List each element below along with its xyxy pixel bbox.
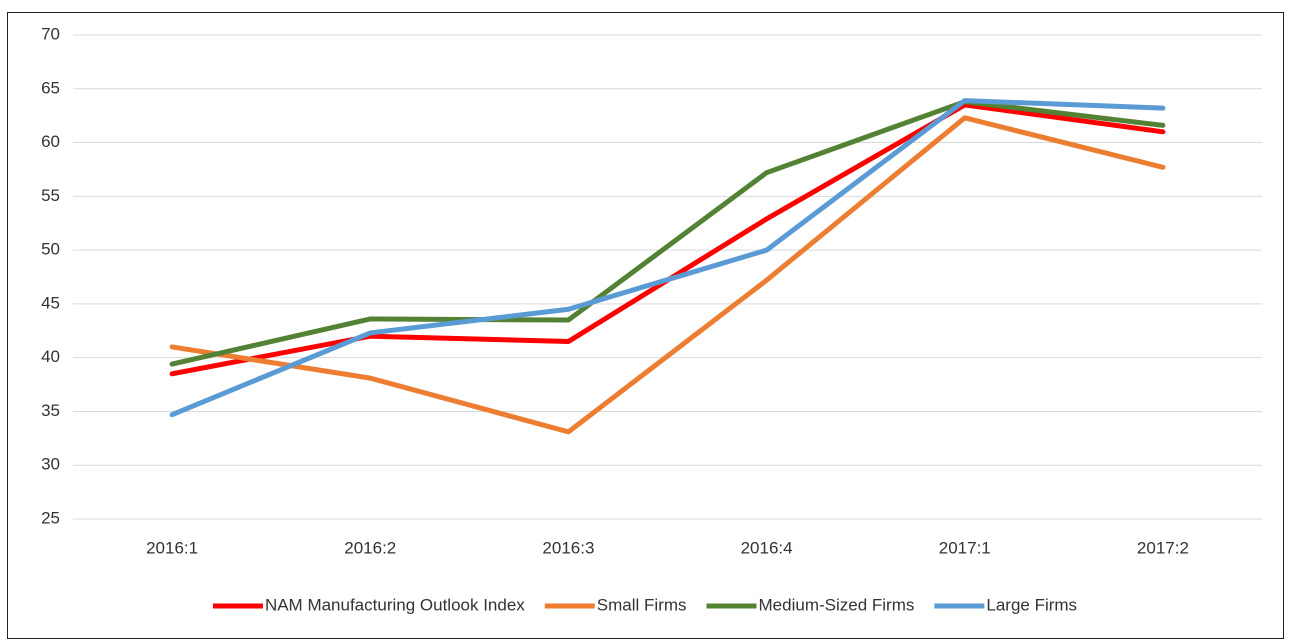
y-tick-label: 65 xyxy=(41,78,60,97)
y-tick-label: 30 xyxy=(41,455,60,474)
y-tick-label: 40 xyxy=(41,347,60,366)
y-tick-label: 55 xyxy=(41,186,60,205)
series-line xyxy=(169,99,1166,367)
legend-label: Small Firms xyxy=(597,595,687,614)
y-tick-label: 70 xyxy=(41,24,60,43)
y-tick-label: 35 xyxy=(41,401,60,420)
legend-label: Large Firms xyxy=(986,595,1077,614)
x-tick-label: 2017:2 xyxy=(1137,538,1189,557)
y-tick-label: 45 xyxy=(41,293,60,312)
y-tick-label: 50 xyxy=(41,240,60,259)
legend-label: NAM Manufacturing Outlook Index xyxy=(265,595,525,614)
y-tick-label: 25 xyxy=(41,508,60,527)
x-tick-label: 2016:1 xyxy=(146,538,198,557)
x-tick-label: 2016:3 xyxy=(542,538,594,557)
y-tick-label: 60 xyxy=(41,132,60,151)
x-tick-label: 2016:2 xyxy=(344,538,396,557)
x-tick-label: 2017:1 xyxy=(939,538,991,557)
series-line xyxy=(169,98,1166,418)
x-tick-label: 2016:4 xyxy=(741,538,793,557)
legend-label: Medium-Sized Firms xyxy=(759,595,915,614)
series-line xyxy=(169,115,1166,435)
